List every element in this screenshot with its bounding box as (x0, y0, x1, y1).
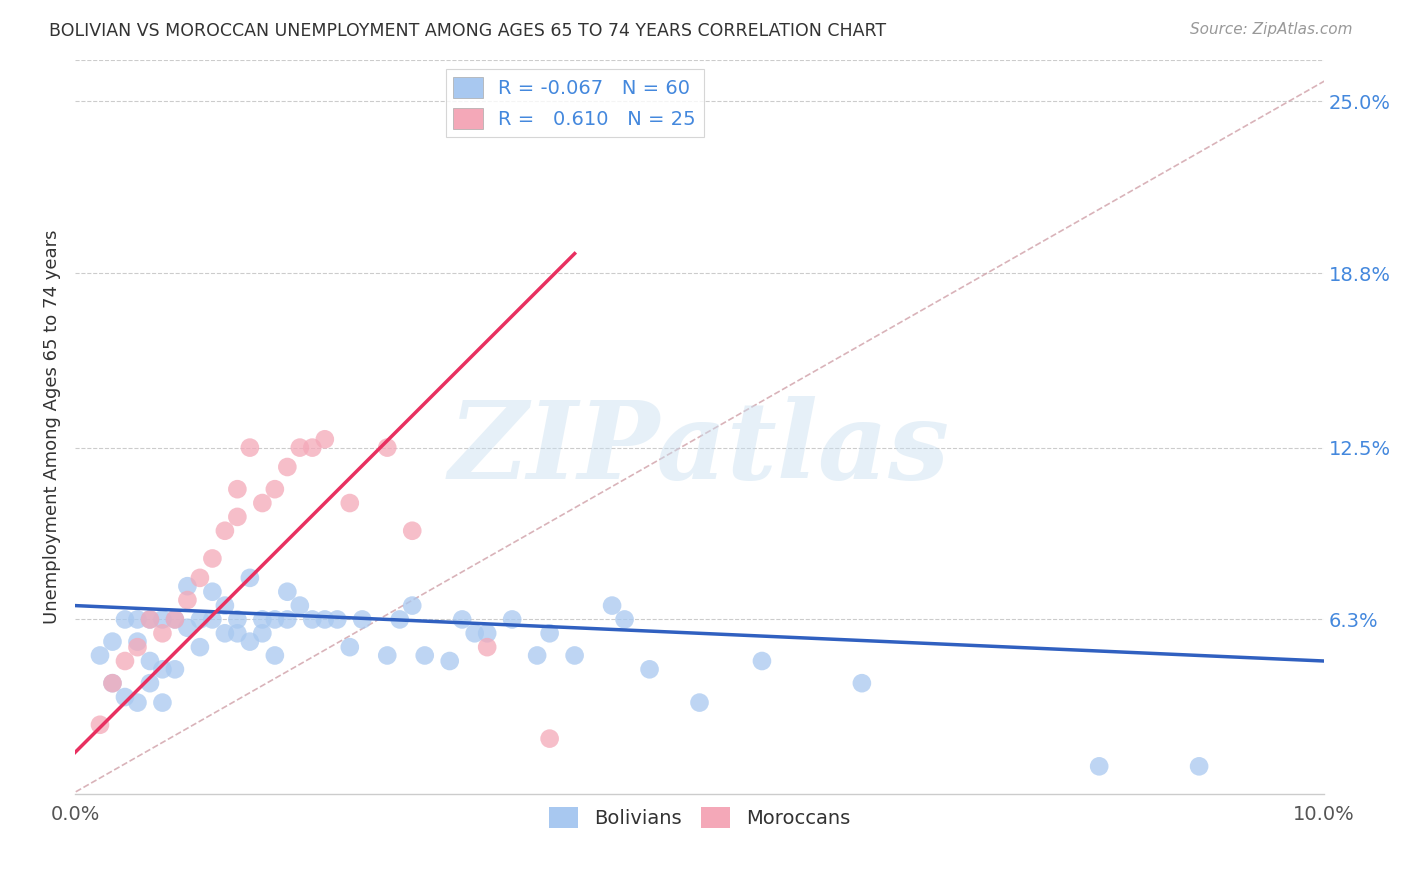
Point (252, 612, 274, 626)
Text: Source: ZipAtlas.com: Source: ZipAtlas.com (1189, 22, 1353, 37)
Point (127, 634, 149, 648)
Point (451, 612, 474, 626)
Point (152, 626, 174, 640)
Point (439, 654, 461, 668)
Point (139, 612, 162, 626)
Point (413, 648, 436, 663)
Point (201, 584, 224, 599)
Point (152, 696, 174, 710)
Point (139, 676, 162, 690)
Point (301, 441, 323, 455)
Point (689, 696, 711, 710)
Point (226, 626, 249, 640)
Point (214, 626, 236, 640)
Point (226, 482, 249, 496)
Point (538, 731, 561, 746)
Point (188, 571, 211, 585)
Point (538, 626, 561, 640)
Point (114, 612, 136, 626)
Point (114, 654, 136, 668)
Point (638, 662, 661, 676)
Point (163, 612, 186, 626)
Point (152, 662, 174, 676)
Point (127, 696, 149, 710)
Point (401, 524, 423, 538)
Point (152, 612, 174, 626)
Point (214, 599, 236, 613)
Point (401, 599, 423, 613)
Point (226, 509, 249, 524)
Point (176, 579, 198, 593)
Point (263, 648, 285, 663)
Point (613, 612, 636, 626)
Text: ZIPatlas: ZIPatlas (449, 396, 950, 502)
Point (252, 626, 274, 640)
Point (201, 612, 224, 626)
Point (101, 676, 124, 690)
Point (188, 640, 211, 655)
Point (1088, 759, 1111, 773)
Text: BOLIVIAN VS MOROCCAN UNEMPLOYMENT AMONG AGES 65 TO 74 YEARS CORRELATION CHART: BOLIVIAN VS MOROCCAN UNEMPLOYMENT AMONG … (49, 22, 886, 40)
Point (751, 654, 773, 668)
Point (101, 634, 124, 648)
Point (163, 662, 186, 676)
Point (176, 593, 198, 607)
Point (214, 524, 236, 538)
Point (263, 612, 285, 626)
Point (276, 612, 298, 626)
Point (139, 612, 162, 626)
Point (301, 612, 323, 626)
Point (239, 441, 262, 455)
Point (375, 441, 398, 455)
Point (1188, 759, 1211, 773)
Point (101, 676, 124, 690)
Point (276, 460, 298, 475)
Point (263, 482, 285, 496)
Point (352, 612, 374, 626)
Point (89, 648, 111, 663)
Point (114, 690, 136, 704)
Point (276, 584, 298, 599)
Point (477, 626, 499, 640)
Point (226, 612, 249, 626)
Point (375, 648, 398, 663)
Point (326, 612, 349, 626)
Point (464, 626, 486, 640)
Point (139, 654, 162, 668)
Point (314, 612, 336, 626)
Point (252, 496, 274, 510)
Point (163, 612, 186, 626)
Point (564, 648, 586, 663)
Legend: Bolivians, Moroccans: Bolivians, Moroccans (541, 799, 858, 836)
Point (288, 599, 311, 613)
Point (288, 441, 311, 455)
Point (176, 621, 198, 635)
Y-axis label: Unemployment Among Ages 65 to 74 years: Unemployment Among Ages 65 to 74 years (44, 229, 60, 624)
Point (188, 612, 211, 626)
Point (201, 551, 224, 566)
Point (127, 612, 149, 626)
Point (477, 640, 499, 655)
Point (851, 676, 873, 690)
Point (600, 599, 623, 613)
Point (339, 640, 361, 655)
Point (526, 648, 548, 663)
Point (239, 571, 262, 585)
Point (388, 612, 411, 626)
Point (127, 640, 149, 655)
Point (314, 432, 336, 446)
Point (501, 612, 523, 626)
Point (239, 634, 262, 648)
Point (339, 496, 361, 510)
Point (89, 718, 111, 732)
